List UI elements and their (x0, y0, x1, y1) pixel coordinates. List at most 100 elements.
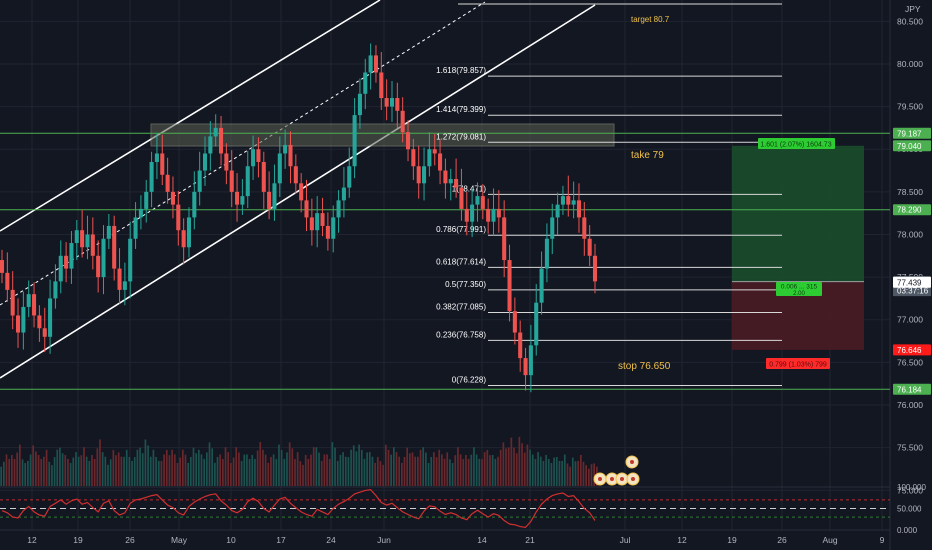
volume-bar (216, 456, 219, 486)
volume-bar (184, 454, 187, 486)
volume-bar (590, 464, 593, 486)
volume-bar (235, 447, 238, 486)
volume-bar (64, 454, 67, 486)
volume-bar (278, 444, 280, 486)
horizontal-levels (0, 132, 890, 390)
candle-body (106, 225, 111, 239)
volume-bar (144, 439, 147, 486)
volume-bar (267, 462, 270, 486)
candle-body (518, 332, 523, 359)
volume-bar (147, 445, 149, 486)
stop-badge-text: 0.799 (1.03%) 799 (769, 362, 827, 369)
candle-body (486, 208, 491, 222)
candle-body (176, 204, 181, 231)
volume-bar (149, 456, 152, 486)
volume-bar (160, 460, 163, 486)
price-tag-label: 78.290 (897, 206, 922, 215)
volume-bar (563, 454, 566, 486)
volume-bar (80, 455, 83, 486)
volume-bar (510, 437, 513, 486)
volume-bar (283, 458, 286, 486)
volume-bar (587, 468, 590, 486)
volume-bar (366, 452, 368, 486)
volume-bar (83, 447, 85, 486)
volume-bar (526, 444, 529, 486)
volume-bar (326, 454, 328, 486)
volume-bar (179, 457, 181, 486)
time-axis[interactable]: 12 19 26 May 10 17 24 Jun 14 21 Jul 12 19 26 Aug 9 (27, 535, 884, 545)
volume-bar (419, 449, 422, 486)
candle-body (42, 328, 47, 337)
volume-bar (497, 456, 499, 486)
candle-body (74, 230, 79, 243)
volume-bar (296, 452, 299, 486)
price-axis[interactable]: 80.50080.00079.50079.00078.50078.00077.5… (897, 4, 926, 535)
volume-bar (51, 465, 53, 486)
volume-bar (414, 456, 417, 486)
volume-bar (542, 460, 545, 486)
volume-bar (203, 458, 206, 486)
candle-body (576, 200, 582, 218)
volume-bar (61, 453, 64, 486)
event-icon-dot (630, 460, 634, 464)
volume-bar (449, 459, 451, 486)
time-tick-label: Jul (620, 535, 631, 545)
volume-bar (208, 442, 211, 486)
volume-bar (537, 452, 539, 486)
volume-bar (181, 449, 184, 486)
fibonacci-levels: 1.618(79.857) 1.414(79.399) 1.272(79.081) 1… (436, 3, 782, 387)
volume-bar (304, 454, 307, 486)
volume-bar (19, 444, 21, 486)
price-tick-label: 76.500 (897, 357, 923, 367)
volume-bar (462, 459, 465, 486)
time-tick-label: 19 (727, 535, 737, 545)
candle-body (165, 174, 170, 192)
candle-body (277, 153, 282, 184)
entry-badge-text: 0.006 ... 315 (781, 284, 818, 291)
volume-bar (206, 452, 208, 486)
time-tick-label: 26 (125, 535, 135, 545)
volume-bar (152, 449, 155, 486)
volume-bar (259, 442, 262, 486)
candle-body (325, 225, 330, 239)
volume-bar (451, 463, 454, 486)
volume-bar (286, 452, 288, 486)
price-tick-label: 80.000 (897, 59, 923, 69)
volume-bar (35, 451, 37, 486)
volume-bar (390, 454, 392, 486)
volume-bar (270, 456, 272, 486)
candle-body (117, 268, 122, 290)
fib-label: 0.382(77.085) (436, 302, 486, 311)
candle-body (101, 238, 106, 278)
trend-channel (0, 0, 615, 379)
volume-bar (382, 464, 384, 486)
time-tick-label: 26 (777, 535, 787, 545)
volume-bar (107, 464, 109, 486)
candle-body (480, 196, 485, 209)
candle-body (363, 72, 368, 94)
volume-bar (165, 449, 168, 486)
volume-bar (352, 445, 355, 486)
stop-badge (766, 358, 830, 369)
candle-body (432, 149, 437, 154)
volume-bar (515, 453, 518, 486)
volume-bar (310, 454, 312, 486)
price-tag-label: 79.040 (897, 142, 922, 151)
volume-bar (16, 452, 19, 486)
candle-body (15, 315, 21, 333)
volume-bar (312, 447, 315, 486)
volume-bar (139, 447, 141, 486)
candle-body (245, 166, 250, 197)
volume-bar (502, 442, 505, 486)
volume-bar (251, 454, 254, 486)
volume-bar (513, 447, 515, 486)
volume-bar (195, 453, 197, 486)
candle-body (272, 183, 277, 209)
candle-body (133, 217, 138, 239)
volume-bar (200, 454, 203, 486)
volume-bar (571, 457, 574, 486)
volume-bar (248, 459, 251, 486)
volume-bar (238, 452, 240, 486)
fib-label: 1.414(79.399) (436, 105, 486, 114)
candle-body (32, 294, 37, 316)
